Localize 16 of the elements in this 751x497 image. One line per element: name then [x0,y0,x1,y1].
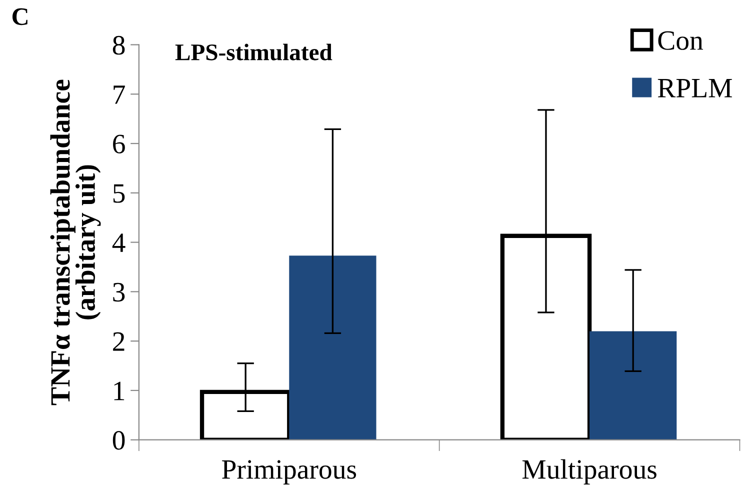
legend-label: RPLM [658,79,732,98]
y-tick-label: 7 [114,86,125,104]
y-tick-label: 5 [113,184,125,203]
chart-title: LPS-stimulated [175,44,332,60]
y-tick-label: 3 [113,282,125,302]
y-tick-label: 4 [112,234,126,252]
y-tick-label: 0 [112,431,125,450]
x-tick-label: Multiparous [522,459,656,484]
y-tick-label: 2 [113,332,124,351]
y-tick-label: 1 [114,382,124,400]
x-tick-label: Primiparous [222,460,356,484]
legend-label: Con [658,31,703,50]
y-tick-label: 6 [113,134,125,154]
y-axis-title: TNFα transcriptabundance (arbitary uit) [50,80,101,406]
y-tick-label: 8 [112,36,125,55]
text: C [12,8,28,26]
